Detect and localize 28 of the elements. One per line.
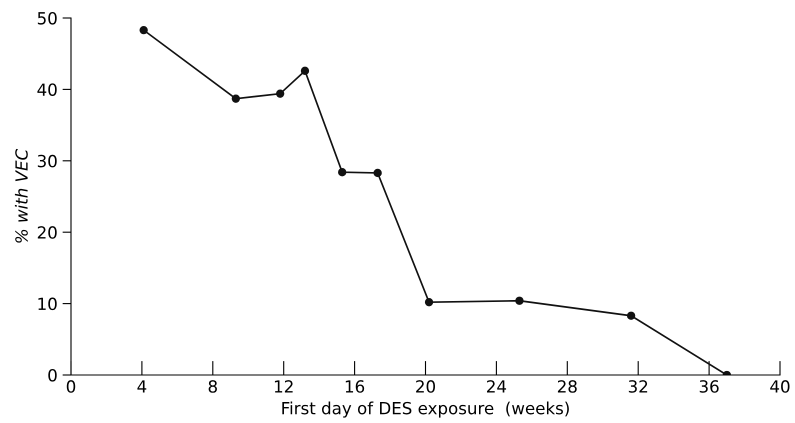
point	[515, 296, 524, 305]
y-tick-label: 20	[38, 226, 57, 239]
point	[140, 26, 148, 34]
point	[424, 298, 434, 306]
point	[232, 94, 240, 103]
y-tick-label: 30	[38, 154, 57, 168]
point	[373, 168, 382, 178]
x-tick-label: 0	[66, 380, 76, 393]
x-tick-label: 12	[274, 380, 293, 393]
x-tick-label: 40	[770, 380, 790, 393]
x-tick-label: 4	[137, 380, 146, 393]
x-tick-label: 36	[700, 380, 719, 393]
x-axis-title: First day of DES exposure (weeks)	[282, 402, 569, 418]
x-tick-label: 16	[346, 380, 364, 393]
x-tick-label: 8	[208, 380, 217, 393]
point	[300, 66, 310, 76]
y-axis-title: % with VEC	[14, 148, 28, 243]
x-tick-label: 28	[558, 380, 577, 393]
x-tick-label: 20	[416, 380, 435, 393]
x-tick-label: 32	[628, 380, 648, 393]
y-tick-label: 0	[48, 368, 57, 382]
x-tick-label: 24	[487, 380, 506, 393]
point	[276, 90, 284, 98]
point	[626, 312, 636, 320]
y-tick-label: 40	[37, 83, 57, 96]
y-tick-label: 10	[38, 298, 57, 310]
y-tick-label: 50	[38, 12, 57, 25]
point	[338, 168, 346, 176]
